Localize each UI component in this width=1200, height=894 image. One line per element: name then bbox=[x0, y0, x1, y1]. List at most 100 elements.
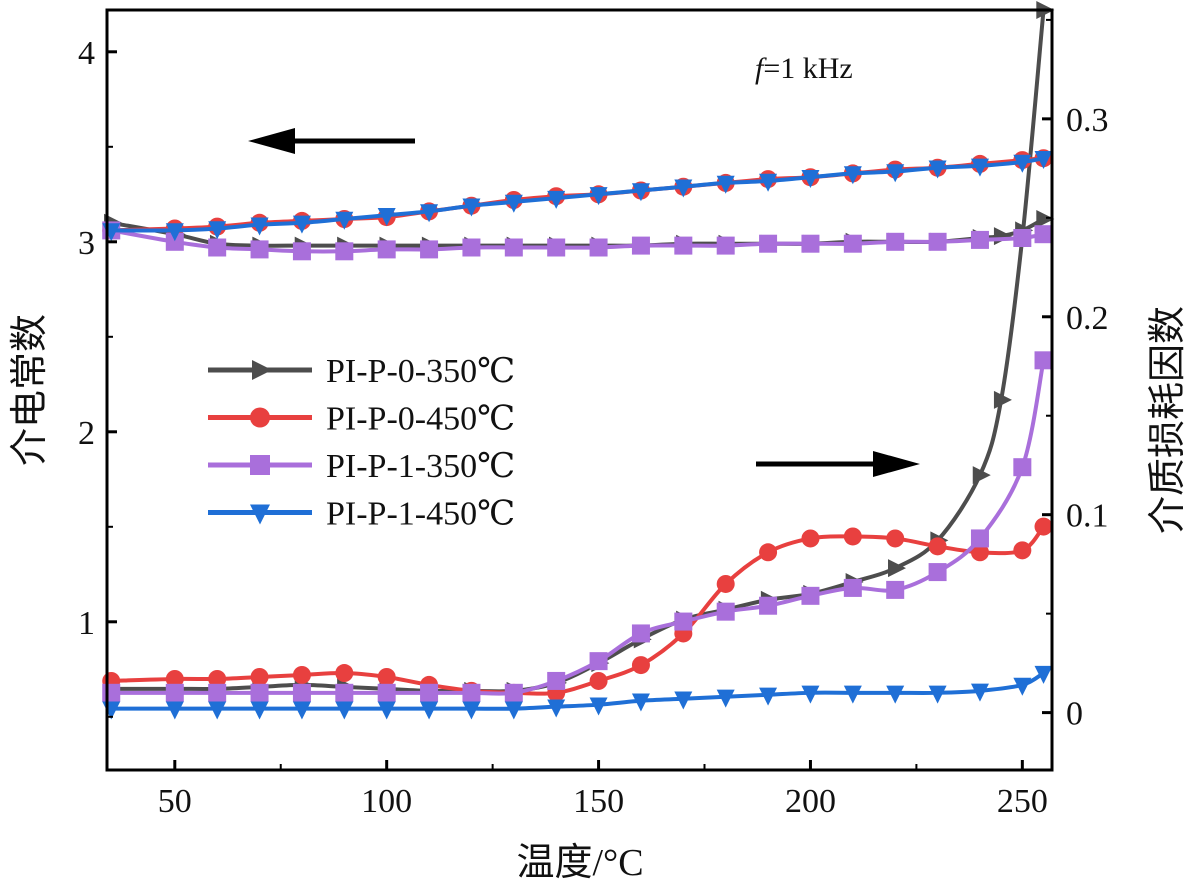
legend-label: PI-P-0-450℃ bbox=[326, 401, 515, 438]
right-tick-label: 0.1 bbox=[1066, 498, 1109, 535]
series-pi-p-1-450- bbox=[102, 151, 1053, 720]
left-tick-label: 4 bbox=[78, 35, 95, 72]
triangle-down-marker bbox=[504, 701, 523, 720]
triangle-right-marker bbox=[993, 227, 1012, 246]
square-marker bbox=[250, 240, 269, 259]
circle-marker bbox=[886, 529, 905, 548]
square-marker bbox=[292, 242, 311, 261]
square-marker bbox=[547, 238, 566, 257]
triangle-down-marker bbox=[674, 179, 693, 198]
triangle-down-marker bbox=[335, 701, 354, 720]
circle-marker bbox=[377, 667, 396, 686]
square-marker bbox=[377, 240, 396, 259]
frequency-annotation: f=1 kHz bbox=[755, 52, 853, 85]
square-marker bbox=[970, 230, 989, 249]
triangle-down-marker bbox=[759, 687, 778, 706]
triangle-right-marker bbox=[1036, 210, 1055, 228]
circle-marker bbox=[1013, 541, 1032, 560]
square-marker bbox=[250, 455, 270, 475]
triangle-down-marker bbox=[1013, 154, 1032, 173]
circle-marker bbox=[335, 664, 354, 683]
x-tick-label: 150 bbox=[573, 783, 624, 820]
triangle-down-marker bbox=[1034, 151, 1053, 169]
x-tick-label: 250 bbox=[997, 783, 1048, 820]
triangle-down-marker bbox=[504, 194, 523, 213]
triangle-down-marker bbox=[462, 198, 481, 217]
square-marker bbox=[716, 236, 735, 255]
triangle-down-marker bbox=[801, 685, 820, 704]
square-marker bbox=[420, 683, 439, 702]
x-tick-label: 50 bbox=[158, 783, 192, 820]
left-axis-label: 介电常数 bbox=[9, 314, 51, 466]
triangle-down-marker bbox=[1013, 677, 1032, 696]
square-marker bbox=[1013, 229, 1032, 247]
legend-label: PI-P-1-350℃ bbox=[326, 448, 515, 485]
series-pi-p-0-350- bbox=[104, 1, 1055, 700]
square-marker bbox=[420, 240, 439, 259]
triangle-right-marker bbox=[972, 466, 991, 485]
triangle-down-marker bbox=[801, 170, 820, 188]
square-marker bbox=[504, 683, 523, 702]
triangle-down-marker bbox=[843, 166, 862, 185]
square-marker bbox=[250, 683, 269, 702]
circle-marker bbox=[843, 527, 862, 546]
circle-marker bbox=[208, 669, 227, 688]
square-marker bbox=[1034, 351, 1053, 370]
triangle-down-marker bbox=[547, 699, 566, 718]
square-marker bbox=[716, 602, 735, 621]
circle-marker bbox=[716, 574, 735, 593]
triangle-down-marker bbox=[631, 693, 650, 712]
legend-label: PI-P-1-450℃ bbox=[326, 496, 515, 533]
triangle-down-marker bbox=[292, 701, 311, 720]
x-axis-label: 温度/°C bbox=[516, 842, 643, 884]
triangle-down-marker bbox=[165, 223, 184, 242]
right-axis-label: 介质损耗因数 bbox=[1147, 306, 1189, 534]
triangle-down-marker bbox=[886, 685, 905, 704]
left-tick-label: 3 bbox=[78, 225, 95, 262]
square-marker bbox=[631, 236, 650, 255]
square-marker bbox=[165, 683, 184, 702]
triangle-down-marker bbox=[589, 187, 608, 206]
triangle-down-marker bbox=[292, 215, 311, 234]
legend-label: PI-P-0-350℃ bbox=[326, 353, 515, 390]
left-arrow bbox=[248, 128, 415, 154]
series-pi-p-0-450- bbox=[102, 149, 1053, 702]
circle-marker bbox=[1034, 517, 1053, 536]
triangle-right-marker bbox=[888, 559, 907, 578]
square-marker bbox=[631, 624, 650, 643]
right-tick-label: 0.3 bbox=[1066, 102, 1109, 139]
triangle-down-marker bbox=[420, 701, 439, 720]
triangle-down-marker bbox=[547, 190, 566, 209]
square-marker bbox=[462, 238, 481, 257]
square-marker bbox=[801, 586, 820, 605]
triangle-down-marker bbox=[208, 701, 227, 720]
circle-marker bbox=[801, 529, 820, 548]
right-tick-label: 0.2 bbox=[1066, 300, 1109, 337]
square-marker bbox=[843, 234, 862, 253]
triangle-down-marker bbox=[716, 689, 735, 708]
left-tick-label: 2 bbox=[78, 415, 95, 452]
triangle-down-marker bbox=[631, 183, 650, 202]
triangle-down-marker bbox=[674, 691, 693, 710]
axis-ticks: 50 100 150 200 250 1 2 3 4 0 0.1 0.2 0.3 bbox=[78, 18, 1109, 820]
circle-marker bbox=[970, 543, 989, 562]
circle-marker bbox=[759, 543, 778, 562]
dielectric_constant-line bbox=[111, 156, 1044, 233]
left-tick-label: 1 bbox=[78, 605, 95, 642]
square-marker bbox=[462, 683, 481, 702]
plot-frame bbox=[105, 8, 1054, 772]
x-tick-label: 100 bbox=[361, 783, 412, 820]
triangle-down-marker bbox=[462, 701, 481, 720]
square-marker bbox=[759, 596, 778, 615]
triangle-down-marker bbox=[716, 175, 735, 194]
triangle-down-marker bbox=[335, 211, 354, 230]
square-marker bbox=[292, 683, 311, 702]
loss_factor-line bbox=[111, 525, 1046, 696]
square-marker bbox=[928, 232, 947, 251]
triangle-right-marker bbox=[252, 360, 272, 380]
square-marker bbox=[335, 683, 354, 702]
triangle-down-marker bbox=[377, 208, 396, 226]
square-marker bbox=[208, 683, 227, 702]
triangle-down-marker bbox=[970, 683, 989, 702]
